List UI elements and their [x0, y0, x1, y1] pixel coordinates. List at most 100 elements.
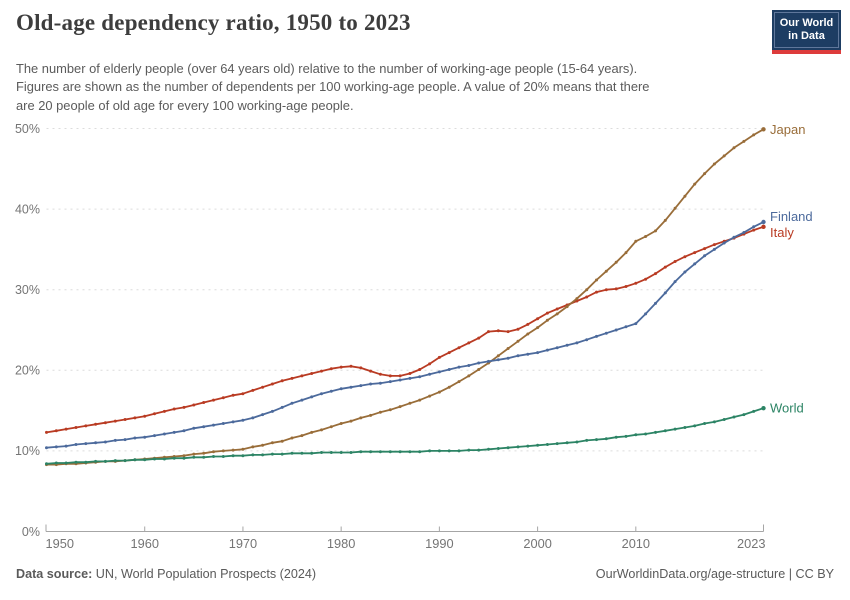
- data-point-italy[interactable]: [457, 346, 461, 350]
- series-label-world[interactable]: World: [770, 401, 804, 416]
- data-point-italy[interactable]: [634, 281, 638, 285]
- series-line-finland[interactable]: [45, 221, 765, 449]
- data-point-finland[interactable]: [447, 368, 451, 371]
- data-point-finland[interactable]: [103, 440, 107, 444]
- data-point-finland[interactable]: [673, 280, 677, 284]
- data-point-japan[interactable]: [693, 182, 697, 186]
- data-point-italy[interactable]: [624, 285, 628, 288]
- data-point-japan[interactable]: [506, 347, 510, 350]
- data-point-world[interactable]: [251, 453, 255, 457]
- data-point-world[interactable]: [270, 452, 274, 456]
- data-point-japan[interactable]: [555, 312, 559, 316]
- data-point-italy[interactable]: [84, 424, 88, 428]
- data-point-italy[interactable]: [251, 388, 255, 392]
- data-point-italy[interactable]: [408, 372, 412, 375]
- data-point-finland[interactable]: [545, 348, 549, 352]
- data-point-world[interactable]: [378, 450, 382, 454]
- data-point-finland[interactable]: [703, 254, 707, 258]
- data-point-finland[interactable]: [428, 372, 432, 376]
- data-point-world[interactable]: [388, 450, 392, 454]
- data-point-world[interactable]: [45, 462, 48, 466]
- data-point-finland[interactable]: [418, 375, 422, 379]
- data-point-japan[interactable]: [290, 436, 294, 440]
- data-point-world[interactable]: [300, 451, 304, 455]
- data-point-finland[interactable]: [624, 325, 628, 329]
- data-point-finland[interactable]: [536, 351, 540, 355]
- data-point-japan[interactable]: [359, 416, 363, 420]
- data-point-italy[interactable]: [585, 295, 589, 299]
- data-point-japan[interactable]: [447, 385, 451, 389]
- data-point-world[interactable]: [732, 415, 736, 419]
- data-point-world[interactable]: [172, 456, 176, 460]
- data-point-world[interactable]: [575, 440, 579, 444]
- data-point-italy[interactable]: [231, 393, 235, 397]
- data-point-finland[interactable]: [742, 231, 746, 234]
- data-point-italy[interactable]: [693, 251, 697, 255]
- data-point-finland[interactable]: [182, 429, 186, 433]
- data-point-world[interactable]: [516, 445, 520, 449]
- data-point-finland[interactable]: [349, 385, 353, 389]
- data-point-japan[interactable]: [231, 448, 235, 452]
- data-point-japan[interactable]: [624, 251, 628, 255]
- data-point-japan[interactable]: [251, 445, 255, 449]
- data-point-world[interactable]: [123, 459, 127, 463]
- data-point-japan[interactable]: [270, 441, 274, 445]
- data-point-japan[interactable]: [398, 405, 402, 409]
- data-point-world[interactable]: [221, 455, 225, 458]
- owid-logo[interactable]: Our World in Data: [772, 10, 841, 55]
- data-point-finland[interactable]: [732, 235, 736, 239]
- data-point-finland[interactable]: [241, 418, 245, 422]
- data-point-japan[interactable]: [565, 305, 569, 309]
- data-point-world[interactable]: [585, 438, 589, 442]
- data-point-italy[interactable]: [270, 382, 274, 386]
- data-point-world[interactable]: [752, 409, 756, 413]
- data-point-world[interactable]: [624, 434, 628, 438]
- data-point-finland[interactable]: [192, 426, 196, 430]
- data-point-japan[interactable]: [654, 229, 657, 233]
- data-point-finland[interactable]: [320, 392, 323, 396]
- data-point-japan[interactable]: [467, 374, 471, 378]
- data-point-finland[interactable]: [712, 247, 716, 251]
- data-point-finland[interactable]: [143, 435, 147, 439]
- data-point-finland[interactable]: [408, 376, 412, 380]
- data-point-japan[interactable]: [320, 428, 323, 432]
- data-point-world[interactable]: [437, 449, 441, 453]
- data-point-italy[interactable]: [526, 322, 530, 326]
- data-point-finland[interactable]: [113, 438, 117, 442]
- data-point-italy[interactable]: [477, 336, 481, 340]
- data-point-italy[interactable]: [604, 288, 608, 292]
- end-point-italy[interactable]: [761, 224, 766, 230]
- data-point-italy[interactable]: [202, 401, 206, 404]
- data-point-italy[interactable]: [300, 374, 304, 378]
- data-point-finland[interactable]: [614, 328, 618, 332]
- data-point-finland[interactable]: [123, 438, 127, 442]
- data-point-finland[interactable]: [555, 346, 559, 350]
- data-point-finland[interactable]: [693, 262, 697, 266]
- data-point-world[interactable]: [428, 449, 432, 453]
- data-point-japan[interactable]: [663, 218, 667, 222]
- data-point-finland[interactable]: [604, 331, 608, 335]
- data-point-world[interactable]: [447, 449, 451, 453]
- data-point-world[interactable]: [595, 438, 598, 442]
- data-point-finland[interactable]: [94, 441, 98, 445]
- data-point-world[interactable]: [320, 451, 323, 454]
- data-point-world[interactable]: [644, 432, 648, 436]
- data-point-japan[interactable]: [604, 269, 608, 273]
- data-point-world[interactable]: [64, 461, 68, 465]
- data-point-world[interactable]: [555, 442, 559, 446]
- data-point-japan[interactable]: [732, 146, 736, 150]
- data-point-world[interactable]: [693, 424, 697, 428]
- data-point-japan[interactable]: [261, 443, 265, 447]
- data-point-finland[interactable]: [644, 312, 648, 316]
- data-point-finland[interactable]: [290, 401, 294, 405]
- data-point-finland[interactable]: [457, 365, 461, 369]
- data-point-italy[interactable]: [437, 355, 441, 359]
- data-point-italy[interactable]: [339, 365, 343, 369]
- data-point-world[interactable]: [290, 451, 294, 455]
- data-point-finland[interactable]: [467, 364, 471, 367]
- data-point-finland[interactable]: [64, 444, 68, 448]
- data-point-world[interactable]: [722, 418, 726, 421]
- data-point-finland[interactable]: [516, 354, 520, 358]
- data-point-world[interactable]: [74, 460, 78, 464]
